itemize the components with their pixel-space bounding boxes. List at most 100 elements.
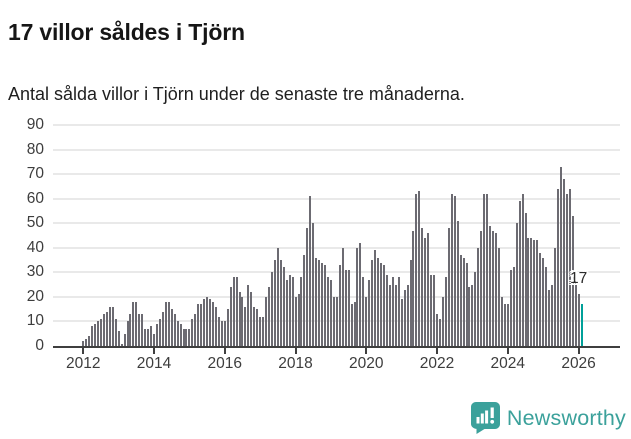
newsworthy-logo: Newsworthy xyxy=(470,402,626,434)
bar xyxy=(170,309,173,346)
bar xyxy=(200,304,203,346)
bar xyxy=(120,343,123,346)
bar xyxy=(99,318,102,346)
bar xyxy=(512,267,515,346)
bar xyxy=(515,223,518,346)
bar xyxy=(459,255,462,346)
bar xyxy=(471,284,474,346)
bar xyxy=(568,188,571,346)
bar xyxy=(359,242,362,346)
bar xyxy=(474,272,477,346)
y-axis-tick-label: 0 xyxy=(35,337,44,354)
page-title: 17 villor såldes i Tjörn xyxy=(8,19,245,46)
bar xyxy=(247,284,250,346)
bar xyxy=(153,333,156,346)
bar xyxy=(368,279,371,346)
bar xyxy=(406,284,409,346)
bar xyxy=(279,260,282,346)
bar xyxy=(539,252,542,346)
bar xyxy=(85,338,88,346)
bar xyxy=(324,264,327,346)
bar xyxy=(182,328,185,346)
y-gridline xyxy=(53,222,620,225)
bar xyxy=(197,304,200,346)
x-axis-tick-label: 2018 xyxy=(278,355,313,372)
bar xyxy=(542,257,545,346)
y-gridline xyxy=(53,271,620,274)
bar xyxy=(465,262,468,346)
bar xyxy=(574,279,577,346)
bar xyxy=(164,301,167,346)
bar xyxy=(206,296,209,346)
bar xyxy=(362,277,365,346)
bar xyxy=(238,291,241,346)
bar xyxy=(394,284,397,346)
bar xyxy=(335,296,338,346)
bar xyxy=(214,306,217,346)
bar xyxy=(329,279,332,346)
bar xyxy=(377,257,380,346)
bar xyxy=(536,240,539,346)
bar xyxy=(350,304,353,346)
newsworthy-wordmark: Newsworthy xyxy=(506,405,626,430)
bar xyxy=(353,301,356,346)
bar xyxy=(347,269,350,346)
bar xyxy=(126,321,129,346)
y-axis-tick-label: 40 xyxy=(26,238,44,256)
bar xyxy=(132,301,135,346)
bar xyxy=(374,250,377,346)
bar xyxy=(268,287,271,346)
bar xyxy=(185,328,188,346)
bar xyxy=(147,328,150,346)
bar xyxy=(433,274,436,346)
bar xyxy=(441,296,444,346)
bar xyxy=(91,326,94,346)
bar xyxy=(388,284,391,346)
bar xyxy=(341,247,344,346)
x-axis-line xyxy=(53,346,620,348)
bar xyxy=(179,323,182,346)
bar xyxy=(161,311,164,346)
bar xyxy=(332,296,335,346)
bar xyxy=(94,323,97,346)
bar xyxy=(270,272,273,346)
x-axis-tick xyxy=(294,348,297,354)
bar xyxy=(436,314,439,346)
x-axis-tick-label: 2016 xyxy=(207,355,243,372)
bar xyxy=(158,318,161,346)
y-axis-tick-label: 60 xyxy=(26,189,44,207)
bar xyxy=(209,299,212,346)
bar xyxy=(548,289,551,346)
bar xyxy=(503,304,506,346)
bar xyxy=(421,228,424,346)
bar xyxy=(530,237,533,346)
y-axis-tick-label: 50 xyxy=(26,214,44,232)
bar xyxy=(265,296,268,346)
bar xyxy=(518,201,521,346)
bar xyxy=(294,296,297,346)
y-axis-tick-label: 20 xyxy=(26,287,44,305)
bar xyxy=(545,267,548,346)
bar xyxy=(241,296,244,346)
bar xyxy=(439,318,441,346)
bar xyxy=(102,314,105,346)
x-axis-tick xyxy=(577,348,580,354)
bar xyxy=(232,277,235,346)
bar xyxy=(427,233,430,346)
bar xyxy=(315,257,318,346)
newsworthy-icon xyxy=(470,402,500,434)
bar xyxy=(114,318,117,346)
bar xyxy=(344,269,347,346)
bar xyxy=(562,179,565,346)
bar xyxy=(462,257,465,346)
bar xyxy=(173,314,176,346)
y-axis-tick-label: 10 xyxy=(26,312,44,330)
bar xyxy=(556,188,559,346)
bar xyxy=(527,237,530,346)
bar xyxy=(456,220,459,346)
bar xyxy=(105,311,108,346)
bar xyxy=(191,318,194,346)
bar xyxy=(415,193,418,346)
x-axis-tick xyxy=(506,348,509,354)
